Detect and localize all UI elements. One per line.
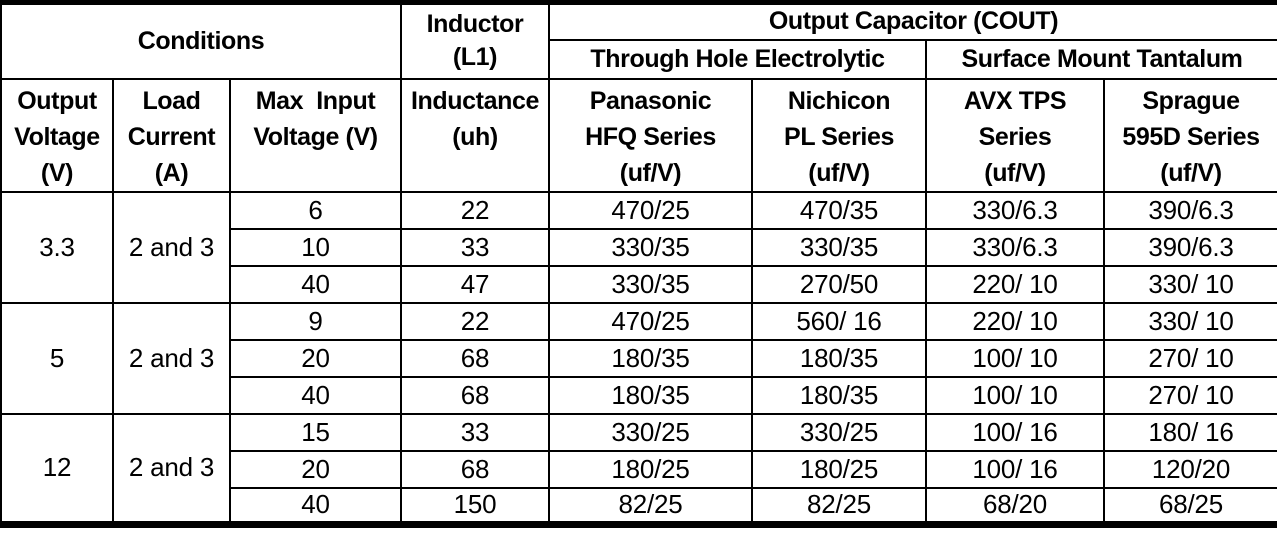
panasonic-cell: 330/25 [548,412,753,452]
inductance-cell: 68 [400,338,550,378]
table-row: 40 150 82/25 82/25 68/20 68/25 [1,486,1277,526]
load-current-cell: 2 and 3 [112,301,231,415]
max-input-voltage-cell: 6 [229,190,402,230]
panasonic-cell: 180/25 [548,449,753,489]
inductance-cell: 68 [400,375,550,415]
inductance-cell: 47 [400,264,550,304]
column-header-nichicon-pl: Nichicon PL Series (uf/V) [751,77,927,193]
nichicon-cell: 330/25 [751,412,927,452]
max-input-voltage-cell: 40 [229,264,402,304]
nichicon-cell: 180/35 [751,338,927,378]
avx-cell: 220/ 10 [925,301,1105,341]
output-voltage-cell: 12 [0,412,114,526]
sprague-cell: 390/6.3 [1102,190,1277,230]
panasonic-cell: 82/25 [548,486,753,526]
nichicon-cell: 560/ 16 [751,301,927,341]
capacitor-inductor-selection-table: Conditions Inductor (L1) Output Capacito… [0,0,1277,528]
max-input-voltage-cell: 10 [229,227,402,267]
panasonic-cell: 180/35 [548,375,753,415]
table-row: 12 2 and 3 15 33 330/25 330/25 100/ 16 1… [0,412,1277,526]
max-input-voltage-cell: 40 [229,375,402,415]
column-header-max-input-voltage: Max Input Voltage (V) [229,77,402,193]
sprague-cell: 68/25 [1102,486,1277,526]
header-conditions: Conditions [0,1,402,80]
table-row: 3.3 2 and 3 6 22 470/25 470/35 330/6.3 3… [0,190,1277,304]
inductance-cell: 150 [400,486,550,526]
column-header-sprague-595d: Sprague 595D Series (uf/V) [1102,77,1277,193]
avx-cell: 330/6.3 [925,227,1105,267]
sprague-cell: 180/ 16 [1102,412,1277,452]
panasonic-cell: 180/35 [548,338,753,378]
table-row: 40 47 330/35 270/50 220/ 10 330/ 10 [1,264,1277,304]
table-row: 20 68 180/25 180/25 100/ 16 120/20 [1,449,1277,489]
table-row: 40 68 180/35 180/35 100/ 10 270/ 10 [1,375,1277,415]
sprague-cell: 330/ 10 [1102,301,1277,341]
inductance-cell: 33 [400,227,550,267]
max-input-voltage-cell: 15 [229,412,402,452]
panasonic-cell: 330/35 [548,227,753,267]
column-header-inductance: Inductance (uh) [400,77,550,193]
table-row: 5 2 and 3 9 22 470/25 560/ 16 220/ 10 33… [0,301,1277,415]
max-input-voltage-cell: 40 [229,486,402,526]
avx-cell: 330/6.3 [925,190,1105,230]
panasonic-cell: 330/35 [548,264,753,304]
output-voltage-cell: 3.3 [0,190,114,304]
sprague-cell: 120/20 [1102,449,1277,489]
inductance-cell: 68 [400,449,550,489]
output-voltage-cell: 5 [0,301,114,415]
avx-cell: 100/ 16 [925,412,1105,452]
panasonic-cell: 470/25 [548,301,753,341]
max-input-voltage-cell: 20 [229,338,402,378]
panasonic-cell: 470/25 [548,190,753,230]
table-row: 10 33 330/35 330/35 330/6.3 390/6.3 [1,227,1277,267]
avx-cell: 100/ 16 [925,449,1105,489]
avx-cell: 100/ 10 [925,338,1105,378]
load-current-cell: 2 and 3 [112,190,231,304]
nichicon-cell: 330/35 [751,227,927,267]
sprague-cell: 330/ 10 [1102,264,1277,304]
table-row: 20 68 180/35 180/35 100/ 10 270/ 10 [1,338,1277,378]
header-surface-mount-tantalum: Surface Mount Tantalum [924,38,1277,80]
header-through-hole-electrolytic: Through Hole Electrolytic [548,38,927,80]
nichicon-cell: 470/35 [751,190,927,230]
nichicon-cell: 180/35 [751,375,927,415]
inductance-cell: 22 [400,301,550,341]
nichicon-cell: 270/50 [751,264,927,304]
column-header-load-current: Load Current (A) [112,77,231,193]
column-header-avx-tps: AVX TPS Series (uf/V) [925,77,1105,193]
sprague-cell: 270/ 10 [1102,375,1277,415]
header-row-groups: Conditions Inductor (L1) Output Capacito… [0,1,1277,80]
nichicon-cell: 180/25 [751,449,927,489]
inductance-cell: 33 [400,412,550,452]
max-input-voltage-cell: 20 [229,449,402,489]
max-input-voltage-cell: 9 [229,301,402,341]
column-header-output-voltage: Output Voltage (V) [0,77,114,193]
header-inductor: Inductor (L1) [400,1,550,80]
column-header-panasonic-hfq: Panasonic HFQ Series (uf/V) [548,77,753,193]
sprague-cell: 390/6.3 [1102,227,1277,267]
sprague-cell: 270/ 10 [1102,338,1277,378]
avx-cell: 68/20 [925,486,1105,526]
avx-cell: 100/ 10 [925,375,1105,415]
inductance-cell: 22 [400,190,550,230]
header-row-capacitor-types: Through Hole Electrolytic Surface Mount … [1,38,1277,80]
header-row-columns: Output Voltage (V) Load Current (A) Max … [0,77,1277,193]
header-output-capacitor: Output Capacitor (COUT) [547,1,1277,41]
avx-cell: 220/ 10 [925,264,1105,304]
nichicon-cell: 82/25 [751,486,927,526]
load-current-cell: 2 and 3 [112,412,231,526]
